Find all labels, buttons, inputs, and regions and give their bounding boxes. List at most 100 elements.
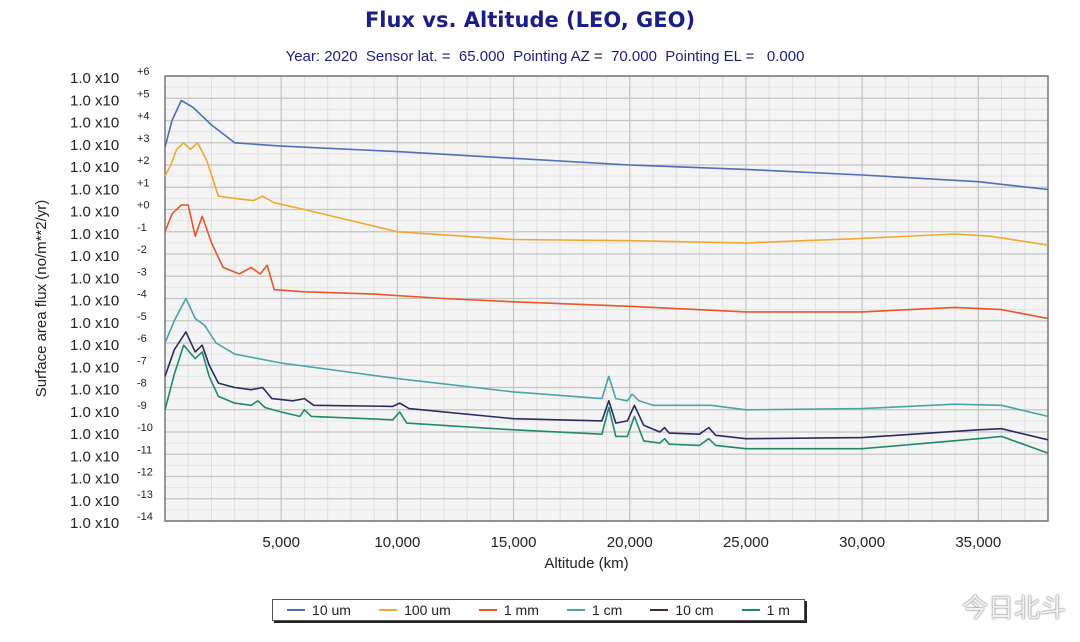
y-tick-mantissa: 1.0 x10 <box>70 70 119 87</box>
y-tick-exponent: -8 <box>137 378 147 390</box>
series-line-10-um <box>164 99 1049 191</box>
x-tick-label: 35,000 <box>955 534 1001 551</box>
y-tick-exponent: +6 <box>137 66 150 78</box>
legend-label: 100 um <box>404 602 451 618</box>
legend-swatch <box>478 609 497 611</box>
y-tick-exponent: -3 <box>137 266 147 278</box>
legend-item: 10 cm <box>650 602 714 618</box>
legend-label: 10 um <box>312 602 351 618</box>
y-tick-exponent: -11 <box>137 444 152 456</box>
y-tick-mantissa: 1.0 x10 <box>70 315 119 332</box>
y-tick-label: 1.0 x10 +5 <box>70 88 150 109</box>
y-tick-mantissa: 1.0 x10 <box>70 404 119 421</box>
x-tick-label: 5,000 <box>262 534 300 551</box>
y-tick-label: 1.0 x10 -14 <box>70 511 153 532</box>
x-tick-label: 10,000 <box>374 534 420 551</box>
y-tick-mantissa: 1.0 x10 <box>70 448 119 465</box>
y-tick-exponent: -9 <box>137 400 147 412</box>
y-tick-label: 1.0 x10 -13 <box>70 489 153 510</box>
chart-subtitle: Year: 2020 Sensor lat. = 65.000 Pointing… <box>285 48 805 65</box>
series-line-10-cm <box>164 331 1049 441</box>
legend-item: 10 um <box>287 602 351 618</box>
legend-swatch <box>287 609 306 611</box>
y-tick-mantissa: 1.0 x10 <box>70 159 119 176</box>
y-tick-mantissa: 1.0 x10 <box>70 515 119 532</box>
series-line-1-mm <box>164 204 1049 320</box>
y-tick-label: 1.0 x10 -1 <box>70 222 147 243</box>
y-tick-mantissa: 1.0 x10 <box>70 493 119 510</box>
y-tick-exponent: +4 <box>137 111 150 123</box>
legend-swatch <box>741 609 760 611</box>
y-tick-mantissa: 1.0 x10 <box>70 471 119 488</box>
y-tick-exponent: -14 <box>137 511 153 523</box>
legend-label: 10 cm <box>675 602 714 618</box>
watermark: 今日北斗 <box>961 594 1066 624</box>
y-tick-label: 1.0 x10 +1 <box>70 177 150 198</box>
legend-item: 1 cm <box>566 602 623 618</box>
legend-item: 100 um <box>379 602 451 618</box>
x-tick-label: 20,000 <box>607 534 653 551</box>
y-tick-label: 1.0 x10 +4 <box>70 111 150 132</box>
y-tick-exponent: +3 <box>137 133 150 145</box>
legend-item: 1 m <box>741 602 790 618</box>
y-tick-exponent: -10 <box>137 422 153 434</box>
legend-item: 1 mm <box>478 602 539 618</box>
y-tick-mantissa: 1.0 x10 <box>70 92 119 109</box>
y-tick-exponent: +2 <box>137 155 150 167</box>
y-tick-mantissa: 1.0 x10 <box>70 137 119 154</box>
legend-label: 1 mm <box>503 602 539 618</box>
y-tick-mantissa: 1.0 x10 <box>70 115 119 132</box>
y-tick-exponent: -6 <box>137 333 147 345</box>
plot-frame <box>164 75 1049 522</box>
y-tick-mantissa: 1.0 x10 <box>70 293 119 310</box>
chart-title: Flux vs. Altitude (LEO, GEO) <box>364 8 696 32</box>
y-tick-label: 1.0 x10 -12 <box>70 467 153 488</box>
y-tick-mantissa: 1.0 x10 <box>70 337 119 354</box>
y-tick-exponent: +1 <box>137 177 150 189</box>
y-tick-mantissa: 1.0 x10 <box>70 248 119 265</box>
y-tick-label: 1.0 x10 -6 <box>70 333 147 354</box>
y-tick-mantissa: 1.0 x10 <box>70 359 119 376</box>
x-axis-label: Altitude (km) <box>544 555 628 572</box>
series-line-1-m <box>164 344 1049 454</box>
legend-swatch <box>566 609 585 611</box>
y-tick-label: 1.0 x10 -10 <box>70 422 153 443</box>
y-tick-exponent: -1 <box>137 222 147 234</box>
series-line-100-um <box>164 142 1049 246</box>
y-tick-label: 1.0 x10 -5 <box>70 311 147 332</box>
y-tick-exponent: -5 <box>137 311 147 323</box>
y-tick-mantissa: 1.0 x10 <box>70 204 119 221</box>
y-tick-exponent: -7 <box>137 355 147 367</box>
legend: 10 um 100 um 1 mm 1 cm 10 cm 1 m <box>272 599 805 621</box>
y-tick-mantissa: 1.0 x10 <box>70 181 119 198</box>
y-tick-label: 1.0 x10 -9 <box>70 400 147 421</box>
y-tick-exponent: +0 <box>137 200 150 212</box>
y-tick-mantissa: 1.0 x10 <box>70 382 119 399</box>
y-tick-exponent: -4 <box>137 289 147 301</box>
y-tick-label: 1.0 x10 +2 <box>70 155 150 176</box>
y-tick-label: 1.0 x10 -2 <box>70 244 147 265</box>
y-tick-exponent: -2 <box>137 244 147 256</box>
legend-label: 1 cm <box>591 602 623 618</box>
legend-label: 1 m <box>766 602 790 618</box>
series-line-1-cm <box>164 297 1049 418</box>
y-tick-label: 1.0 x10 +3 <box>70 133 150 154</box>
y-tick-label: 1.0 x10 +6 <box>70 66 150 87</box>
y-tick-mantissa: 1.0 x10 <box>70 270 119 287</box>
y-tick-label: 1.0 x10 -3 <box>70 266 147 287</box>
y-tick-mantissa: 1.0 x10 <box>70 426 119 443</box>
x-tick-label: 25,000 <box>723 534 769 551</box>
x-tick-label: 15,000 <box>491 534 537 551</box>
legend-swatch <box>650 609 669 611</box>
y-tick-label: 1.0 x10 -8 <box>70 378 147 399</box>
x-tick-label: 30,000 <box>839 534 885 551</box>
y-tick-mantissa: 1.0 x10 <box>70 226 119 243</box>
y-tick-label: 1.0 x10 -4 <box>70 289 147 310</box>
y-tick-label: 1.0 x10 -11 <box>70 444 152 465</box>
y-tick-label: 1.0 x10 +0 <box>70 200 150 221</box>
y-tick-exponent: +5 <box>137 88 150 100</box>
legend-swatch <box>379 609 398 611</box>
y-axis-label: Surface area flux (no/m**2/yr) <box>33 200 50 398</box>
y-tick-exponent: -12 <box>137 467 153 479</box>
